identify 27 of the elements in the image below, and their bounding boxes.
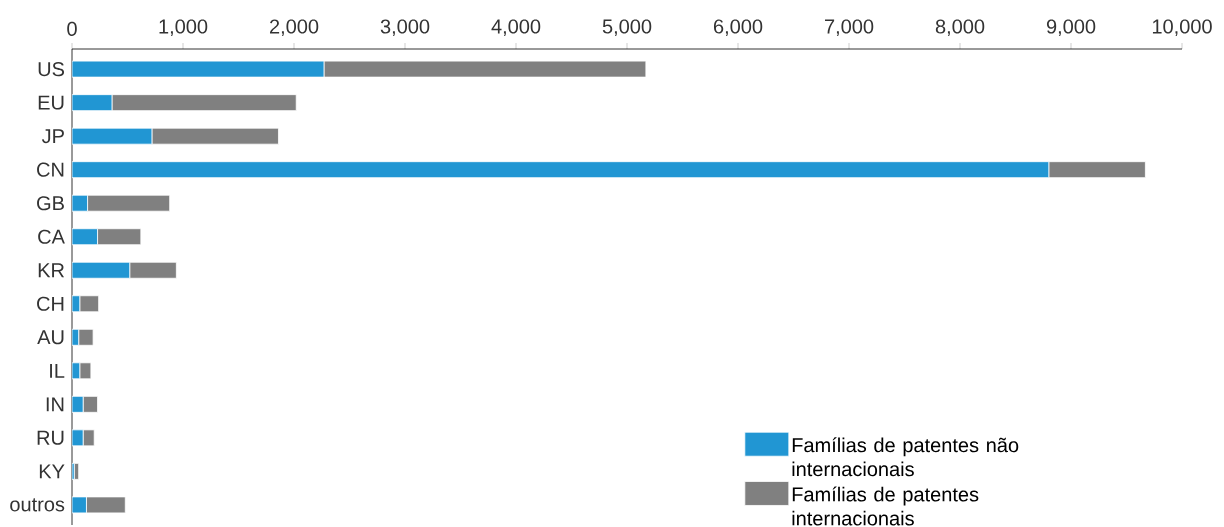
x-tick-label: 4,000 xyxy=(491,19,541,36)
y-tick-label: GB xyxy=(37,196,64,211)
legend-label: Famílias de patentes não internacionais xyxy=(792,437,1019,477)
y-tick-label: CN xyxy=(37,162,64,177)
x-tick-label: 2,000 xyxy=(269,19,319,36)
y-tick-label: KY xyxy=(39,464,65,479)
y-tick-label: outros xyxy=(10,498,65,512)
y-tick-label: IL xyxy=(50,363,65,378)
legend-label: Famílias de patentes internacionais xyxy=(792,486,979,526)
y-tick-label: AU xyxy=(37,330,64,345)
x-tick-label: 3,000 xyxy=(380,19,430,36)
x-tick-label: 10,000 xyxy=(1152,19,1212,36)
x-tick-label: 9,000 xyxy=(1046,19,1096,36)
y-tick-label: CA xyxy=(38,229,65,244)
y-tick-label: JP xyxy=(41,129,64,144)
y-tick-label: RU xyxy=(37,430,64,445)
y-tick-label: CH xyxy=(37,296,64,311)
x-tick-label: 7,000 xyxy=(825,19,874,36)
x-tick-label: 6,000 xyxy=(713,19,763,36)
y-tick-label: IN xyxy=(46,397,64,412)
y-tick-label: EU xyxy=(38,95,64,110)
y-tick-label: KR xyxy=(38,263,65,278)
x-tick-label: 5,000 xyxy=(602,19,652,36)
x-tick-label: 1,000 xyxy=(159,19,208,36)
y-tick-label: US xyxy=(38,62,65,77)
x-tick-label: 0 xyxy=(67,21,77,36)
x-tick-label: 8,000 xyxy=(935,19,985,36)
